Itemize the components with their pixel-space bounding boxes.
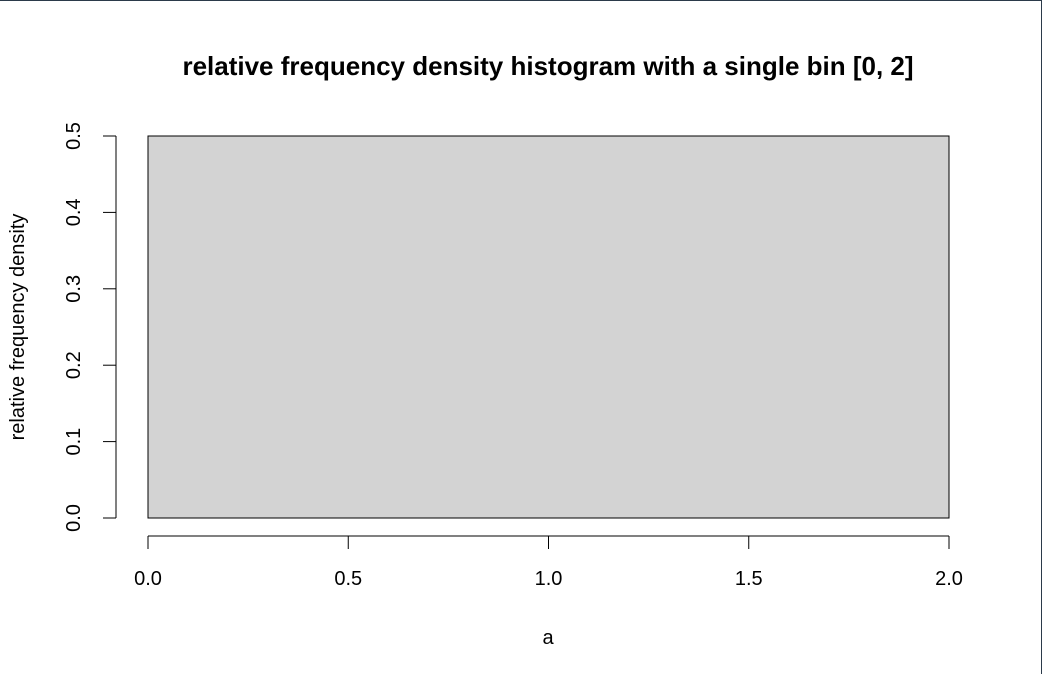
x-tick-label: 1.0 [535,568,563,590]
y-tick-label: 0.2 [63,351,85,379]
x-axis-label: a [542,627,554,649]
y-tick-label: 0.5 [63,122,85,150]
y-axis-label: relative frequency density [7,214,29,441]
x-tick-label: 0.0 [134,568,162,590]
y-tick-label: 0.0 [63,504,85,532]
y-tick-label: 0.3 [63,275,85,303]
x-tick-label: 2.0 [935,568,963,590]
x-axis: 0.0 0.5 1.0 1.5 2.0 [134,535,963,590]
y-tick-label: 0.1 [63,428,85,456]
chart-title: relative frequency density histogram wit… [182,51,913,81]
histogram-bar-0 [147,135,950,519]
x-tick-label: 0.5 [334,568,362,590]
x-tick-label: 1.5 [735,568,763,590]
bars-layer [147,135,950,519]
y-axis: 0.0 0.1 0.2 0.3 0.4 0.5 [63,122,117,532]
y-tick-label: 0.4 [63,198,85,226]
